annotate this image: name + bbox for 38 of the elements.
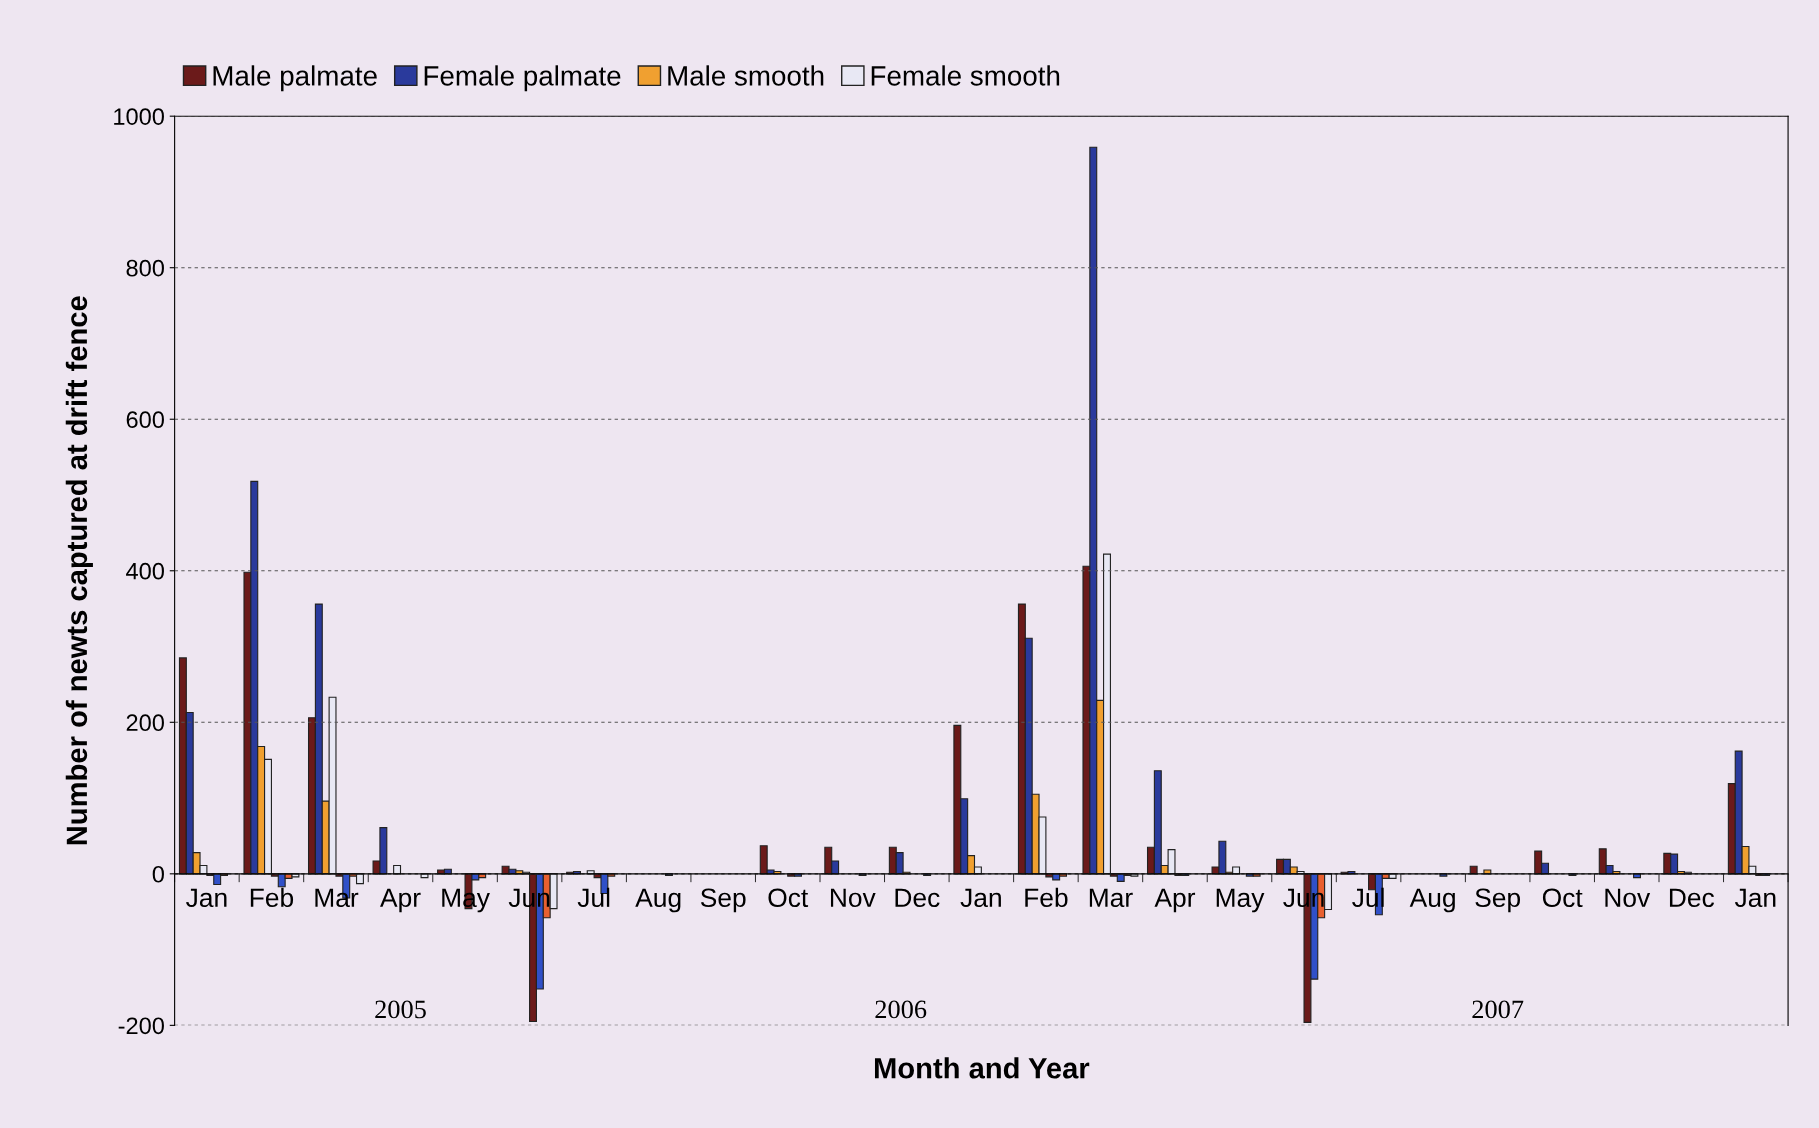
- y-tick-label: 0: [152, 865, 164, 883]
- y-tick-label: 200: [126, 714, 164, 732]
- x-tick-label: Aug: [635, 888, 681, 913]
- x-tick-label: May: [1216, 888, 1265, 913]
- x-tick-label: Mar: [1089, 888, 1133, 908]
- x-tick-label: Feb: [250, 887, 294, 908]
- x-tick-label: Dec: [895, 888, 940, 908]
- annotation: 2007: [1472, 1000, 1524, 1019]
- x-tick-label: Sep: [700, 888, 746, 913]
- x-tick-label: Jan: [960, 888, 1001, 908]
- legend-label: Male smooth: [668, 65, 824, 86]
- legend-label: Female palmate: [424, 65, 621, 92]
- x-tick-label: Sep: [1475, 888, 1521, 913]
- x-tick-label: Dec: [1669, 888, 1715, 908]
- y-tick-label: 400: [126, 562, 164, 580]
- x-tick-label: Nov: [830, 888, 876, 908]
- x-tick-label: Jan: [186, 888, 227, 908]
- legend-label: Male palmate: [213, 65, 377, 92]
- y-axis-title: Number of newts captured at drift fence: [65, 296, 93, 845]
- x-tick-label: Aug: [1409, 888, 1455, 913]
- annotation: 2005: [375, 1000, 426, 1019]
- x-tick-label: Oct: [1542, 888, 1583, 908]
- annotation: 2006: [875, 1000, 927, 1019]
- x-tick-label: Apr: [380, 888, 421, 913]
- x-tick-label: Apr: [1154, 888, 1196, 913]
- x-axis-title: Month and Year: [874, 1057, 1090, 1079]
- y-tick-label: 800: [126, 259, 164, 277]
- x-tick-label: Feb: [1025, 887, 1068, 908]
- y-tick-label: 1000: [114, 108, 164, 125]
- y-tick-label: -200: [118, 1017, 164, 1035]
- x-tick-label: Mar: [315, 888, 359, 908]
- x-tick-label: Jun: [508, 888, 550, 908]
- y-tick-label: 600: [126, 411, 164, 429]
- legend-label: Female smooth: [871, 65, 1060, 86]
- x-tick-label: Jul: [577, 887, 610, 908]
- x-tick-label: Jan: [1734, 888, 1776, 908]
- x-tick-label: Nov: [1605, 888, 1651, 908]
- x-tick-label: Oct: [768, 888, 809, 908]
